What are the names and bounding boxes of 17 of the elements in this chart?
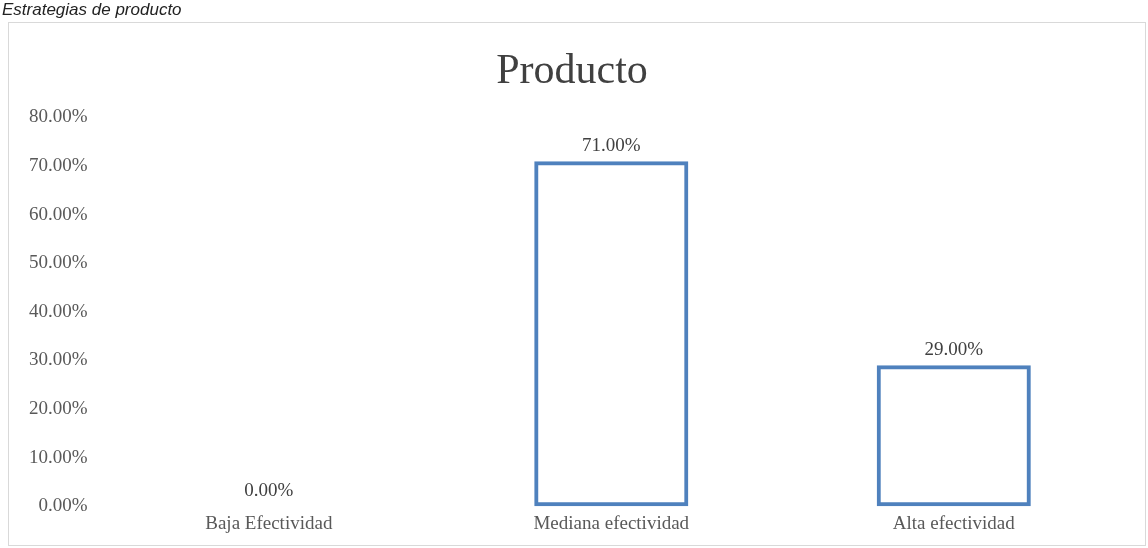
- y-tick-label: 30.00%: [29, 348, 88, 370]
- y-tick-label: 80.00%: [29, 105, 88, 127]
- x-tick-label: Baja Efectividad: [205, 511, 333, 533]
- y-tick-label: 60.00%: [29, 202, 88, 224]
- x-tick-label: Alta efectividad: [892, 511, 1016, 533]
- y-tick-label: 40.00%: [29, 299, 88, 321]
- data-label: 71.00%: [582, 133, 641, 155]
- x-tick-label: Mediana efectividad: [533, 511, 690, 533]
- y-tick-label: 70.00%: [29, 153, 88, 175]
- chart-title: Producto: [496, 46, 648, 93]
- y-tick-label: 20.00%: [29, 396, 88, 418]
- y-tick-label: 10.00%: [29, 445, 88, 467]
- data-label: 0.00%: [244, 478, 294, 500]
- data-label: 29.00%: [924, 337, 984, 359]
- y-tick-label: 50.00%: [29, 251, 88, 273]
- text: Estrategias de producto: [1, 0, 183, 20]
- y-tick-label: 0.00%: [38, 494, 88, 516]
